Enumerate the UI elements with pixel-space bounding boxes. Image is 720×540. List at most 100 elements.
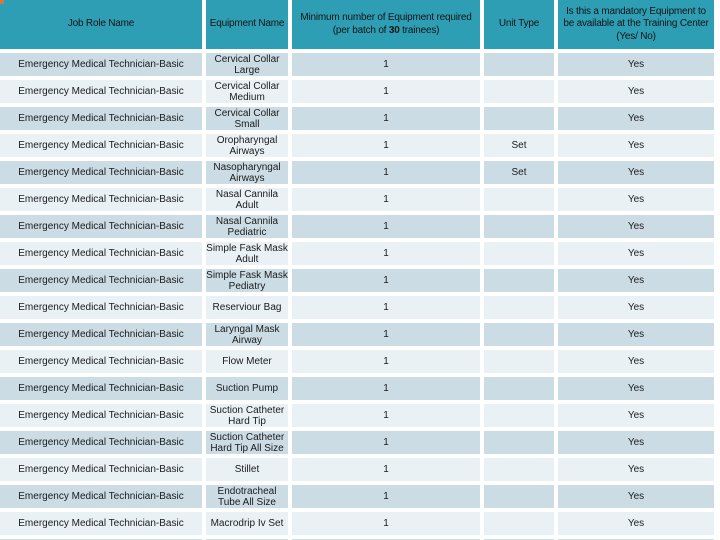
- cell-min-required: 1: [292, 377, 480, 400]
- header-min-equipment-required: Minimum number of Equipment required (pe…: [292, 0, 480, 49]
- cell-unit-type: [484, 404, 554, 427]
- cell-job-role: Emergency Medical Technician-Basic: [0, 242, 202, 265]
- cell-equipment: Simple Fask Mask Pediatry: [206, 269, 288, 292]
- cell-job-role: Emergency Medical Technician-Basic: [0, 485, 202, 508]
- cell-mandatory: Yes: [558, 80, 714, 103]
- header-min-prefix: Minimum number of Equipment required (pe…: [300, 12, 472, 36]
- header-job-role-name: Job Role Name: [0, 0, 202, 49]
- cell-unit-type: [484, 512, 554, 535]
- header-min-suffix: trainees): [399, 24, 440, 36]
- cell-equipment: Flow Meter: [206, 350, 288, 373]
- cell-equipment: Reserviour Bag: [206, 296, 288, 319]
- cell-unit-type: [484, 269, 554, 292]
- cell-min-required: 1: [292, 269, 480, 292]
- cell-equipment: Cervical Collar Large: [206, 53, 288, 76]
- cell-unit-type: [484, 323, 554, 346]
- cell-min-required: 1: [292, 80, 480, 103]
- cell-mandatory: Yes: [558, 242, 714, 265]
- cell-min-required: 1: [292, 323, 480, 346]
- cell-unit-type: [484, 350, 554, 373]
- cell-mandatory: Yes: [558, 215, 714, 238]
- cell-equipment: Macrodrip Iv Set: [206, 512, 288, 535]
- cell-unit-type: Set: [484, 134, 554, 157]
- cell-min-required: 1: [292, 161, 480, 184]
- cell-job-role: Emergency Medical Technician-Basic: [0, 296, 202, 319]
- cell-min-required: 1: [292, 458, 480, 481]
- cell-equipment: Laryngal Mask Airway: [206, 323, 288, 346]
- cell-unit-type: [484, 53, 554, 76]
- cell-job-role: Emergency Medical Technician-Basic: [0, 458, 202, 481]
- cell-equipment: Endotracheal Tube All Size: [206, 485, 288, 508]
- cell-unit-type: [484, 377, 554, 400]
- cell-equipment: Nasopharyngal Airways: [206, 161, 288, 184]
- cell-unit-type: [484, 242, 554, 265]
- cell-unit-type: [484, 215, 554, 238]
- cell-job-role: Emergency Medical Technician-Basic: [0, 512, 202, 535]
- cell-mandatory: Yes: [558, 107, 714, 130]
- cell-mandatory: Yes: [558, 485, 714, 508]
- header-equipment-name: Equipment Name: [206, 0, 288, 49]
- header-mandatory: Is this a mandatory Equipment to be avai…: [558, 0, 714, 49]
- header-min-batch-size: 30: [388, 24, 400, 36]
- cell-mandatory: Yes: [558, 458, 714, 481]
- cell-job-role: Emergency Medical Technician-Basic: [0, 350, 202, 373]
- header-unit-type: Unit Type: [484, 0, 554, 49]
- cell-unit-type: Set: [484, 161, 554, 184]
- cell-job-role: Emergency Medical Technician-Basic: [0, 53, 202, 76]
- cell-mandatory: Yes: [558, 188, 714, 211]
- cell-mandatory: Yes: [558, 404, 714, 427]
- cell-equipment: Suction Pump: [206, 377, 288, 400]
- cell-min-required: 1: [292, 404, 480, 427]
- cell-mandatory: Yes: [558, 377, 714, 400]
- cell-mandatory: Yes: [558, 350, 714, 373]
- cell-min-required: 1: [292, 242, 480, 265]
- cell-min-required: 1: [292, 188, 480, 211]
- cell-mandatory: Yes: [558, 53, 714, 76]
- cell-mandatory: Yes: [558, 431, 714, 454]
- cell-mandatory: Yes: [558, 269, 714, 292]
- cell-min-required: 1: [292, 296, 480, 319]
- cell-job-role: Emergency Medical Technician-Basic: [0, 215, 202, 238]
- cell-equipment: Nasal Cannila Pediatric: [206, 215, 288, 238]
- cell-job-role: Emergency Medical Technician-Basic: [0, 107, 202, 130]
- cell-min-required: 1: [292, 431, 480, 454]
- cell-unit-type: [484, 107, 554, 130]
- cell-equipment: Stillet: [206, 458, 288, 481]
- cell-min-required: 1: [292, 53, 480, 76]
- cell-equipment: Cervical Collar Medium: [206, 80, 288, 103]
- cell-min-required: 1: [292, 215, 480, 238]
- cell-min-required: 1: [292, 107, 480, 130]
- cell-equipment: Suction Catheter Hard Tip All Size: [206, 431, 288, 454]
- cell-job-role: Emergency Medical Technician-Basic: [0, 134, 202, 157]
- cell-job-role: Emergency Medical Technician-Basic: [0, 188, 202, 211]
- corner-accent-mark: [0, 0, 4, 4]
- cell-min-required: 1: [292, 350, 480, 373]
- cell-mandatory: Yes: [558, 134, 714, 157]
- cell-min-required: 1: [292, 512, 480, 535]
- cell-job-role: Emergency Medical Technician-Basic: [0, 323, 202, 346]
- cell-job-role: Emergency Medical Technician-Basic: [0, 431, 202, 454]
- cell-mandatory: Yes: [558, 323, 714, 346]
- cell-job-role: Emergency Medical Technician-Basic: [0, 80, 202, 103]
- cell-equipment: Cervical Collar Small: [206, 107, 288, 130]
- cell-unit-type: [484, 485, 554, 508]
- cell-job-role: Emergency Medical Technician-Basic: [0, 377, 202, 400]
- cell-min-required: 1: [292, 485, 480, 508]
- cell-unit-type: [484, 458, 554, 481]
- cell-equipment: Nasal Cannila Adult: [206, 188, 288, 211]
- cell-unit-type: [484, 296, 554, 319]
- cell-unit-type: [484, 188, 554, 211]
- cell-equipment: Suction Catheter Hard Tip: [206, 404, 288, 427]
- cell-job-role: Emergency Medical Technician-Basic: [0, 161, 202, 184]
- cell-equipment: Oropharyngal Airways: [206, 134, 288, 157]
- cell-unit-type: [484, 80, 554, 103]
- cell-mandatory: Yes: [558, 161, 714, 184]
- cell-mandatory: Yes: [558, 512, 714, 535]
- cell-min-required: 1: [292, 134, 480, 157]
- cell-job-role: Emergency Medical Technician-Basic: [0, 404, 202, 427]
- cell-equipment: Simple Fask Mask Adult: [206, 242, 288, 265]
- cell-mandatory: Yes: [558, 296, 714, 319]
- cell-unit-type: [484, 431, 554, 454]
